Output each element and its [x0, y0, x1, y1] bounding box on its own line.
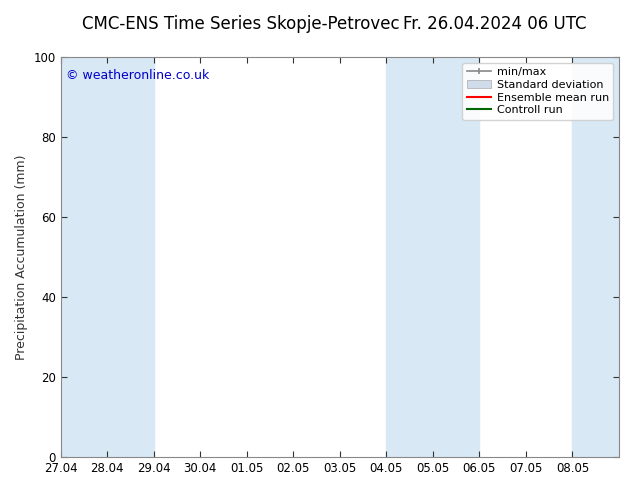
- Bar: [433, 57, 479, 457]
- Text: Fr. 26.04.2024 06 UTC: Fr. 26.04.2024 06 UTC: [403, 15, 586, 33]
- Y-axis label: Precipitation Accumulation (mm): Precipitation Accumulation (mm): [15, 154, 28, 360]
- Text: © weatheronline.co.uk: © weatheronline.co.uk: [66, 69, 209, 82]
- Text: CMC-ENS Time Series Skopje-Petrovec: CMC-ENS Time Series Skopje-Petrovec: [82, 15, 399, 33]
- Bar: [107, 57, 153, 457]
- Bar: [61, 57, 107, 457]
- Bar: [386, 57, 433, 457]
- Bar: [573, 57, 619, 457]
- Legend: min/max, Standard deviation, Ensemble mean run, Controll run: min/max, Standard deviation, Ensemble me…: [462, 63, 614, 120]
